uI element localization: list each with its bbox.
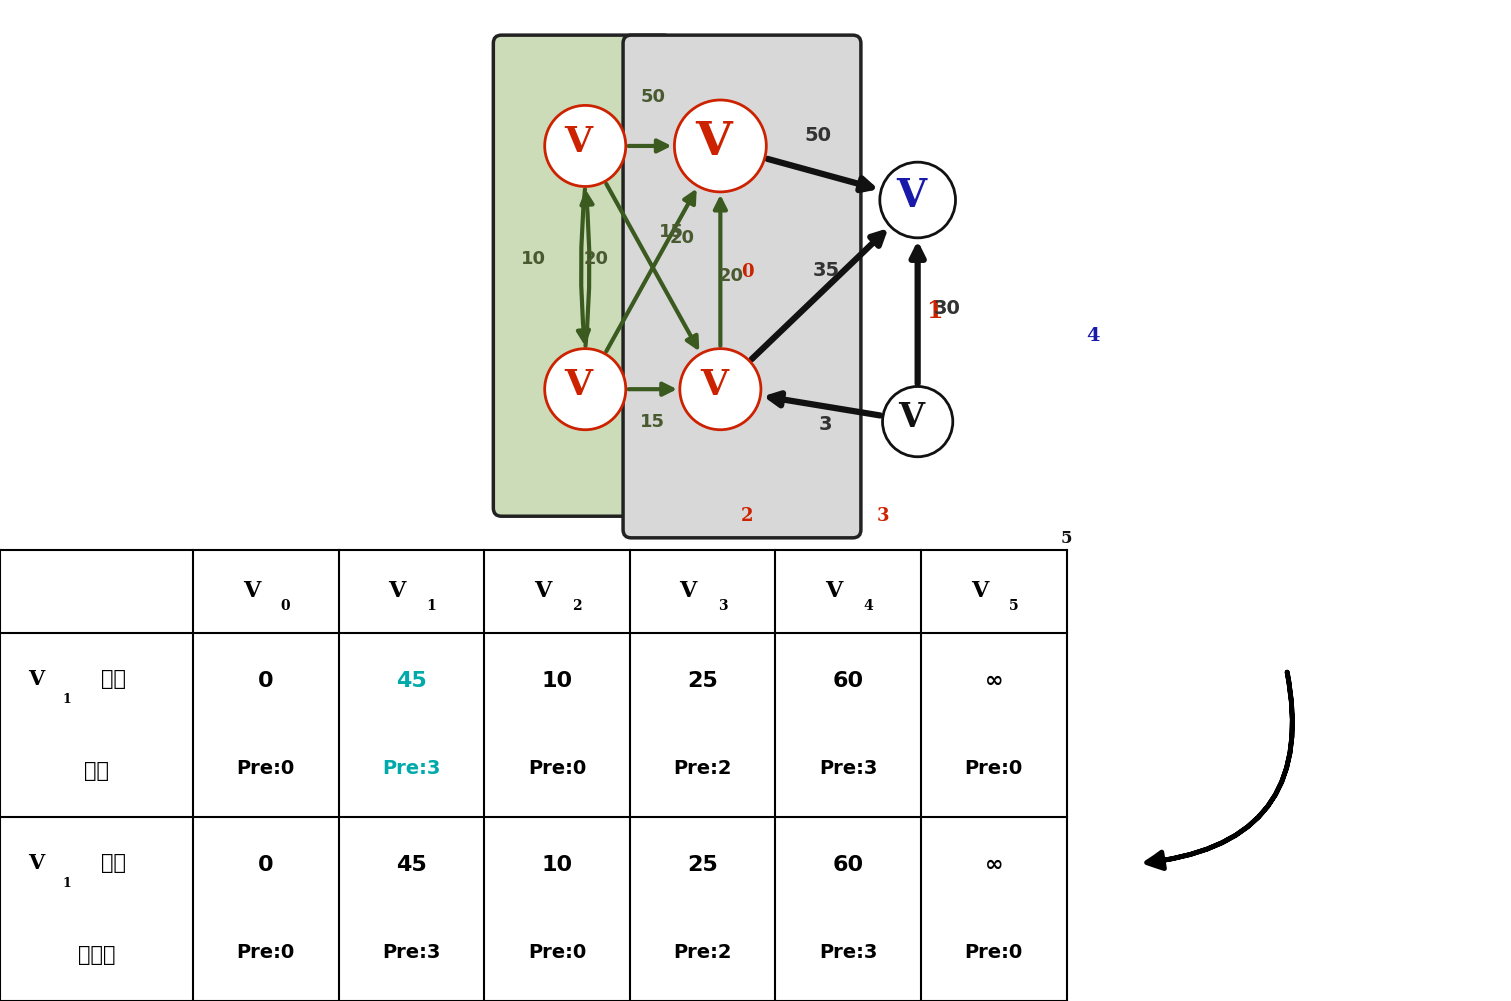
Text: 0: 0 <box>258 855 273 875</box>
Text: Pre:3: Pre:3 <box>382 759 441 778</box>
Text: 3: 3 <box>819 414 833 433</box>
Text: 2: 2 <box>740 507 754 525</box>
Text: V: V <box>695 119 733 164</box>
Text: 0: 0 <box>740 263 754 281</box>
Text: 50: 50 <box>641 88 665 106</box>
Text: Pre:0: Pre:0 <box>527 943 586 962</box>
Text: 进入: 进入 <box>101 853 125 873</box>
Text: 10: 10 <box>521 250 547 268</box>
Text: 进入: 进入 <box>101 669 125 689</box>
Text: V: V <box>896 176 926 214</box>
FancyBboxPatch shape <box>493 35 672 517</box>
Text: Pre:0: Pre:0 <box>237 943 295 962</box>
Text: 第一组: 第一组 <box>77 945 115 965</box>
Text: 35: 35 <box>813 261 839 279</box>
Text: Pre:2: Pre:2 <box>674 759 731 778</box>
Text: Pre:0: Pre:0 <box>964 943 1023 962</box>
Text: 2: 2 <box>573 599 582 613</box>
Text: 1: 1 <box>62 693 71 706</box>
Text: V: V <box>970 581 988 603</box>
Text: 45: 45 <box>396 671 426 691</box>
Text: V: V <box>680 581 697 603</box>
Circle shape <box>674 100 766 192</box>
Text: V: V <box>388 581 406 603</box>
Text: 1: 1 <box>926 299 943 323</box>
Text: 4: 4 <box>1086 327 1100 345</box>
Text: Pre:2: Pre:2 <box>674 943 731 962</box>
Circle shape <box>879 162 955 238</box>
Text: 20: 20 <box>669 229 695 247</box>
Text: 1: 1 <box>62 877 71 890</box>
Text: 25: 25 <box>688 671 718 691</box>
Text: 之前: 之前 <box>85 761 109 781</box>
Text: 5: 5 <box>1061 530 1073 547</box>
Text: 15: 15 <box>641 412 665 430</box>
Text: V: V <box>27 853 44 873</box>
Text: V: V <box>700 367 728 401</box>
Text: Pre:0: Pre:0 <box>527 759 586 778</box>
Text: 4: 4 <box>863 599 873 613</box>
Text: 1: 1 <box>426 599 437 613</box>
Text: ∞: ∞ <box>985 855 1003 875</box>
Text: 3: 3 <box>876 507 888 525</box>
Circle shape <box>544 105 626 186</box>
Text: V: V <box>565 124 592 158</box>
Text: Pre:3: Pre:3 <box>819 759 878 778</box>
FancyBboxPatch shape <box>623 35 861 538</box>
Text: 45: 45 <box>396 855 426 875</box>
Text: 10: 10 <box>541 671 573 691</box>
Text: V: V <box>898 400 925 433</box>
Text: Pre:0: Pre:0 <box>237 759 295 778</box>
Circle shape <box>882 386 953 456</box>
Text: 3: 3 <box>718 599 727 613</box>
Text: V: V <box>533 581 552 603</box>
Text: Pre:3: Pre:3 <box>819 943 878 962</box>
Text: 50: 50 <box>804 126 831 144</box>
Text: V: V <box>27 669 44 689</box>
Text: V: V <box>825 581 843 603</box>
Text: 15: 15 <box>659 223 684 241</box>
Text: ∞: ∞ <box>985 671 1003 691</box>
Text: 20: 20 <box>583 250 609 268</box>
Text: V: V <box>565 367 592 401</box>
Text: 10: 10 <box>541 855 573 875</box>
Text: 25: 25 <box>688 855 718 875</box>
Text: 60: 60 <box>833 671 864 691</box>
Text: 30: 30 <box>934 298 961 317</box>
Text: 0: 0 <box>258 671 273 691</box>
Circle shape <box>544 348 626 429</box>
Text: V: V <box>243 581 260 603</box>
Text: Pre:3: Pre:3 <box>382 943 441 962</box>
Circle shape <box>680 348 762 429</box>
Text: 20: 20 <box>719 266 743 284</box>
Text: 5: 5 <box>1009 599 1018 613</box>
FancyArrowPatch shape <box>1147 673 1292 869</box>
Text: Pre:0: Pre:0 <box>964 759 1023 778</box>
Text: 60: 60 <box>833 855 864 875</box>
Text: 0: 0 <box>281 599 290 613</box>
